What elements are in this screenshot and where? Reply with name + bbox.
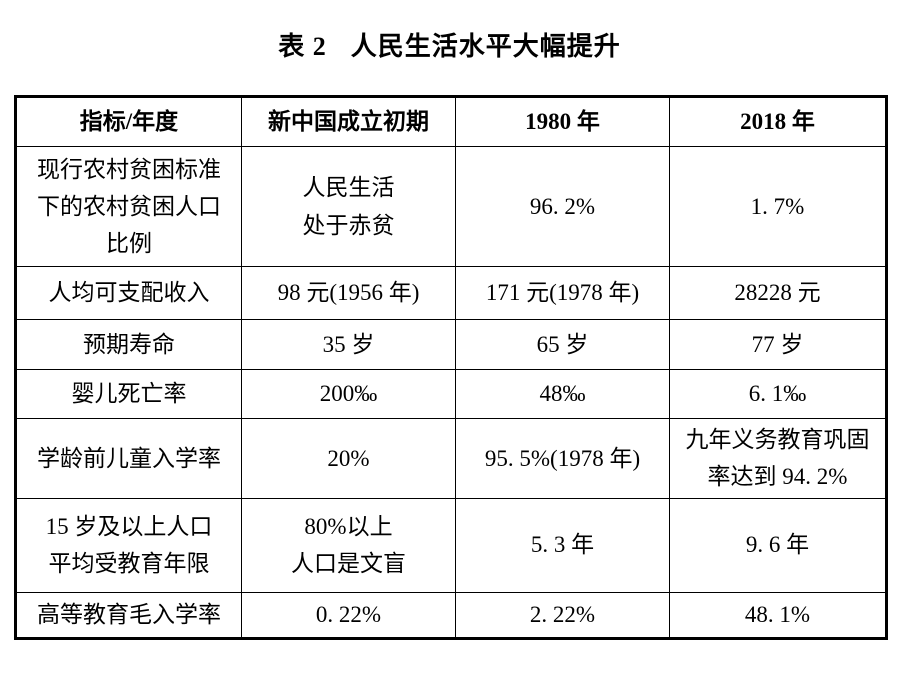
cell-text: 人均可支配收入 <box>48 280 210 306</box>
cell-text: 下的农村贫困人口 <box>37 193 221 219</box>
cell-text: 高等教育毛入学率 <box>37 601 221 627</box>
cell-text: 96. 2% <box>529 193 596 219</box>
table-row-higher-education-enrollment: 高等教育毛入学率 0. 22% 2. 22% 48. 1% <box>15 591 887 639</box>
cell-text: 平均受教育年限 <box>48 551 210 576</box>
cell-early-prc: 200‰ <box>241 369 456 419</box>
cell-text: 2. 22% <box>529 601 596 627</box>
table-row-preschool-enrollment: 学龄前儿童入学率 20% 95. 5%(1978 年) 九年义务教育巩固 率达到… <box>15 418 887 499</box>
cell-1980: 5. 3 年 <box>455 497 670 593</box>
cell-2018: 九年义务教育巩固 率达到 94. 2% <box>669 418 887 499</box>
cell-text: 九年义务教育巩固 <box>685 427 870 452</box>
header-row: 指标/年度 新中国成立初期 1980 年 2018 年 <box>15 96 887 147</box>
cell-2018: 28228 元 <box>669 266 887 320</box>
cell-text: 0. 22% <box>315 601 382 627</box>
cell-2018: 1. 7% <box>669 146 887 267</box>
cell-text: 20% <box>327 445 370 471</box>
cell-text: 48‰ <box>539 381 586 407</box>
cell-indicator: 婴儿死亡率 <box>15 369 242 419</box>
column-header-1980: 1980 年 <box>455 96 670 147</box>
cell-text: 预期寿命 <box>83 331 175 357</box>
cell-text: 171 元(1978 年) <box>485 280 640 306</box>
table-title-text: 人民生活水平大幅提升 <box>350 32 621 61</box>
cell-2018: 6. 1‰ <box>669 369 887 419</box>
cell-2018: 9. 6 年 <box>669 497 887 593</box>
table-row-years-of-education: 15 岁及以上人口 平均受教育年限 80%以上 人口是文盲 5. 3 年 9. … <box>15 497 887 593</box>
cell-text: 80%以上 <box>304 513 393 539</box>
cell-early-prc: 20% <box>241 418 456 499</box>
cell-indicator: 人均可支配收入 <box>15 266 242 320</box>
cell-2018: 77 岁 <box>669 319 887 370</box>
cell-text: 人民生活 <box>302 175 395 201</box>
cell-text: 9. 6 年 <box>745 532 810 558</box>
cell-early-prc: 98 元(1956 年) <box>241 266 456 320</box>
living-standards-table: 指标/年度 新中国成立初期 1980 年 2018 年 现行农村贫困标准 下的农… <box>14 95 888 640</box>
cell-text: 5. 3 年 <box>530 532 595 558</box>
cell-early-prc: 35 岁 <box>241 319 456 370</box>
cell-text: 人口是文盲 <box>291 551 406 576</box>
cell-text: 15 岁及以上人口 <box>45 513 213 539</box>
table-row-disposable-income: 人均可支配收入 98 元(1956 年) 171 元(1978 年) 28228… <box>15 266 887 320</box>
column-header-indicator: 指标/年度 <box>15 96 242 147</box>
cell-text: 28228 元 <box>734 280 821 306</box>
cell-1980: 95. 5%(1978 年) <box>455 418 670 499</box>
cell-1980: 48‰ <box>455 369 670 419</box>
table-title: 表 2 人民生活水平大幅提升 <box>0 0 899 63</box>
cell-text: 1. 7% <box>750 193 805 219</box>
column-header-2018: 2018 年 <box>669 96 887 147</box>
cell-1980: 2. 22% <box>455 591 670 639</box>
cell-text: 婴儿死亡率 <box>71 381 187 407</box>
cell-1980: 96. 2% <box>455 146 670 267</box>
table-row-infant-mortality: 婴儿死亡率 200‰ 48‰ 6. 1‰ <box>15 369 887 419</box>
cell-text: 现行农村贫困标准 <box>37 156 221 182</box>
table-row-life-expectancy: 预期寿命 35 岁 65 岁 77 岁 <box>15 319 887 370</box>
cell-1980: 171 元(1978 年) <box>455 266 670 320</box>
table-title-number: 表 2 <box>278 32 327 61</box>
cell-text: 98 元(1956 年) <box>277 280 420 306</box>
cell-text: 率达到 94. 2% <box>707 464 848 490</box>
cell-text: 35 岁 <box>322 331 375 357</box>
cell-text: 200‰ <box>319 381 378 407</box>
cell-text: 95. 5%(1978 年) <box>484 445 641 471</box>
cell-text: 处于赤贫 <box>302 212 395 238</box>
column-header-early-prc: 新中国成立初期 <box>241 96 456 147</box>
cell-indicator: 预期寿命 <box>15 319 242 370</box>
cell-indicator: 高等教育毛入学率 <box>15 591 242 639</box>
cell-1980: 65 岁 <box>455 319 670 370</box>
cell-indicator: 学龄前儿童入学率 <box>15 418 242 499</box>
cell-text: 学龄前儿童入学率 <box>37 445 221 471</box>
cell-text: 比例 <box>106 231 152 257</box>
cell-indicator: 现行农村贫困标准 下的农村贫困人口 比例 <box>15 146 242 267</box>
table-row-rural-poverty: 现行农村贫困标准 下的农村贫困人口 比例 人民生活 处于赤贫 96. 2% 1.… <box>15 146 887 267</box>
cell-early-prc: 0. 22% <box>241 591 456 639</box>
cell-text: 48. 1% <box>744 601 811 627</box>
cell-text: 77 岁 <box>751 331 804 357</box>
cell-text: 6. 1‰ <box>748 381 807 407</box>
cell-2018: 48. 1% <box>669 591 887 639</box>
cell-early-prc: 人民生活 处于赤贫 <box>241 146 456 267</box>
cell-early-prc: 80%以上 人口是文盲 <box>241 497 456 593</box>
cell-indicator: 15 岁及以上人口 平均受教育年限 <box>15 497 242 593</box>
cell-text: 65 岁 <box>536 331 589 357</box>
